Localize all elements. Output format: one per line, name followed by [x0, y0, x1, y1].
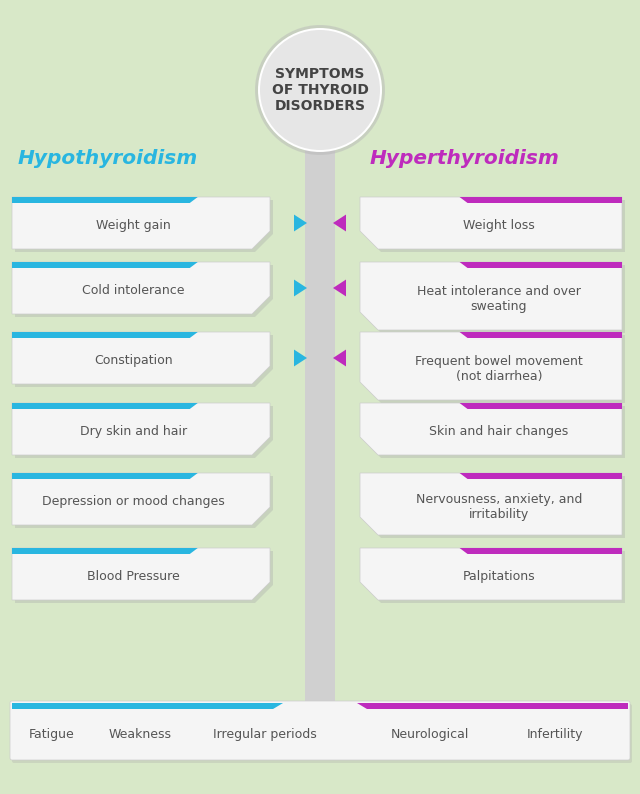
Text: Cold intolerance: Cold intolerance	[82, 284, 184, 297]
Polygon shape	[12, 332, 270, 384]
Polygon shape	[360, 262, 622, 330]
Polygon shape	[12, 262, 198, 268]
Polygon shape	[15, 265, 273, 317]
Polygon shape	[12, 403, 270, 455]
Text: SYMPTOMS: SYMPTOMS	[275, 67, 365, 81]
Polygon shape	[363, 476, 625, 538]
Polygon shape	[363, 335, 625, 403]
Polygon shape	[15, 335, 273, 387]
Polygon shape	[360, 197, 622, 249]
Polygon shape	[333, 349, 346, 367]
FancyBboxPatch shape	[10, 701, 630, 760]
Text: Dry skin and hair: Dry skin and hair	[80, 425, 187, 438]
Text: Weakness: Weakness	[109, 728, 172, 742]
Text: Infertility: Infertility	[527, 728, 583, 742]
Polygon shape	[360, 332, 622, 400]
Polygon shape	[460, 262, 622, 268]
Polygon shape	[460, 403, 622, 409]
Text: Constipation: Constipation	[94, 354, 173, 367]
Circle shape	[255, 25, 385, 155]
Polygon shape	[333, 279, 346, 296]
Text: Hypothyroidism: Hypothyroidism	[18, 148, 198, 168]
Polygon shape	[12, 473, 270, 525]
Polygon shape	[363, 200, 625, 252]
Text: Heat intolerance and over
sweating: Heat intolerance and over sweating	[417, 285, 580, 314]
Polygon shape	[12, 548, 198, 554]
Polygon shape	[363, 265, 625, 333]
Polygon shape	[363, 551, 625, 603]
Polygon shape	[12, 332, 198, 338]
Polygon shape	[12, 473, 198, 479]
Polygon shape	[333, 214, 346, 231]
Text: DISORDERS: DISORDERS	[275, 99, 365, 113]
Text: OF THYROID: OF THYROID	[271, 83, 369, 97]
Polygon shape	[15, 406, 273, 458]
FancyBboxPatch shape	[12, 704, 632, 763]
Text: Weight gain: Weight gain	[96, 219, 171, 232]
Polygon shape	[12, 262, 270, 314]
Text: Fatigue: Fatigue	[29, 728, 75, 742]
Text: Hyperthyroidism: Hyperthyroidism	[370, 148, 560, 168]
Text: Skin and hair changes: Skin and hair changes	[429, 425, 568, 438]
Polygon shape	[12, 548, 270, 600]
Text: Depression or mood changes: Depression or mood changes	[42, 495, 225, 508]
Polygon shape	[360, 403, 622, 455]
Polygon shape	[12, 197, 198, 203]
Polygon shape	[360, 473, 622, 535]
Polygon shape	[12, 197, 270, 249]
FancyBboxPatch shape	[305, 144, 335, 714]
Polygon shape	[363, 406, 625, 458]
Circle shape	[260, 30, 380, 150]
Polygon shape	[360, 548, 622, 600]
Polygon shape	[15, 551, 273, 603]
Circle shape	[258, 28, 382, 152]
Text: Weight loss: Weight loss	[463, 219, 535, 232]
Text: Frequent bowel movement
(not diarrhea): Frequent bowel movement (not diarrhea)	[415, 356, 583, 384]
Polygon shape	[294, 279, 307, 296]
Polygon shape	[15, 476, 273, 528]
Polygon shape	[460, 197, 622, 203]
Polygon shape	[12, 403, 198, 409]
Polygon shape	[460, 548, 622, 554]
Polygon shape	[460, 473, 622, 479]
Text: Irregular periods: Irregular periods	[213, 728, 317, 742]
Text: Palpitations: Palpitations	[463, 570, 535, 583]
Text: Nervousness, anxiety, and
irritability: Nervousness, anxiety, and irritability	[415, 493, 582, 521]
Polygon shape	[294, 214, 307, 231]
Polygon shape	[15, 200, 273, 252]
Text: Neurological: Neurological	[391, 728, 469, 742]
Polygon shape	[460, 332, 622, 338]
Polygon shape	[12, 703, 283, 709]
Polygon shape	[294, 349, 307, 367]
Polygon shape	[357, 703, 628, 709]
Text: Blood Pressure: Blood Pressure	[87, 570, 180, 583]
